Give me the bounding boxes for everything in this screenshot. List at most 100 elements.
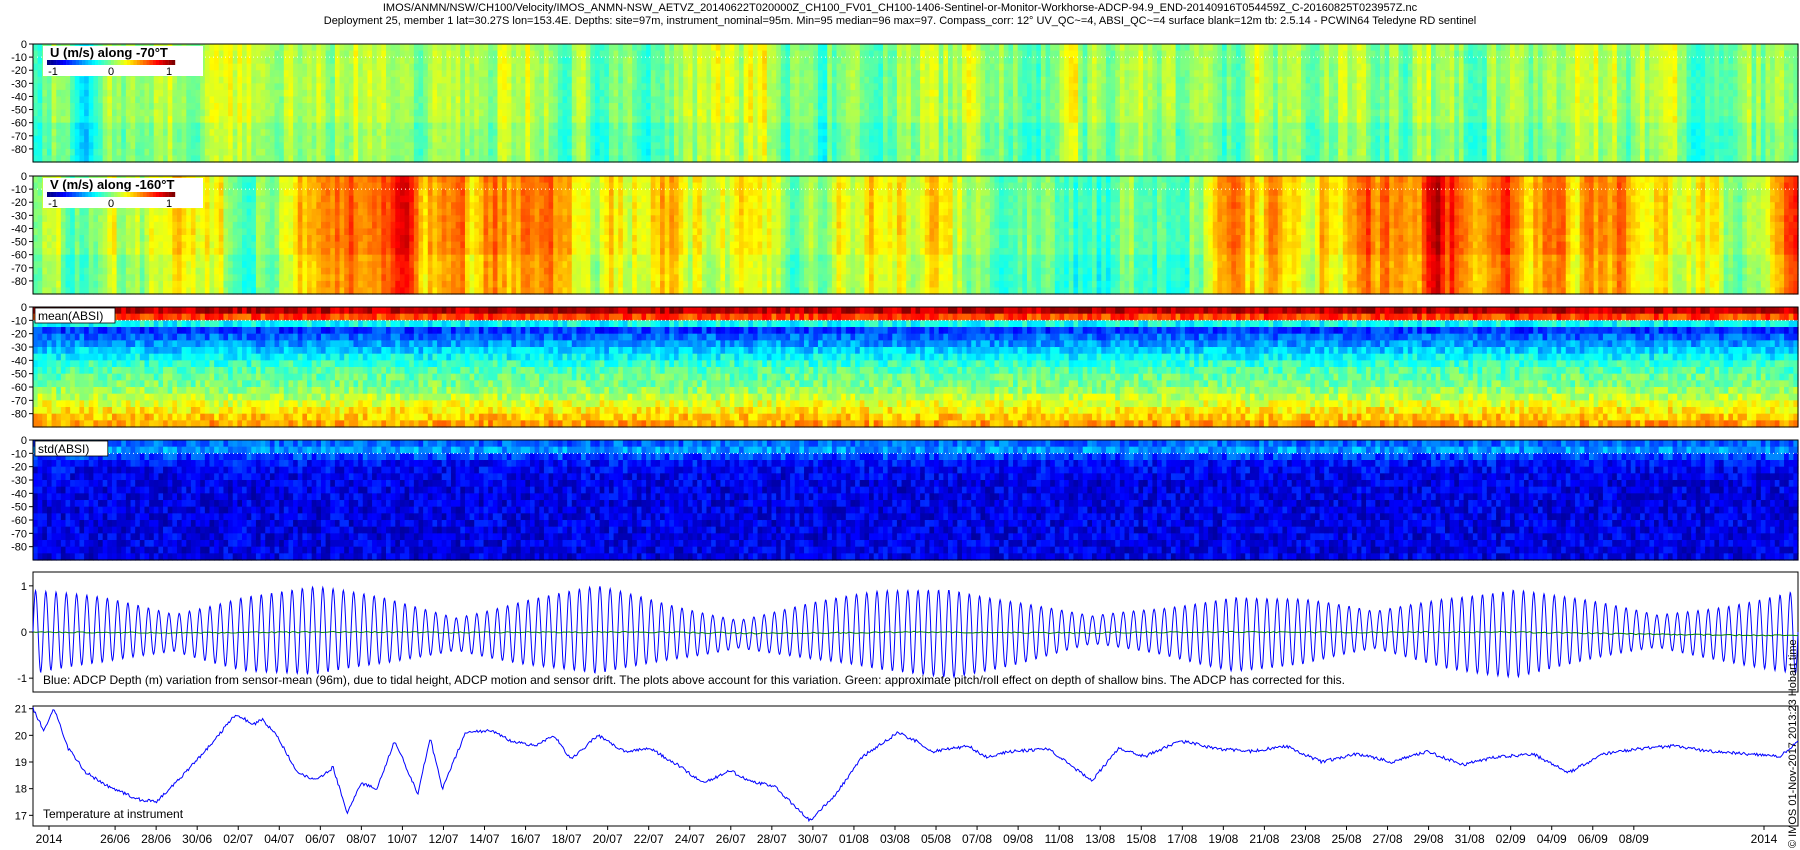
heat-cell — [1217, 110, 1222, 117]
heat-cell — [1306, 96, 1311, 103]
heat-cell — [837, 90, 842, 97]
heat-cell — [855, 116, 860, 123]
heat-cell — [117, 129, 122, 136]
heat-cell — [558, 142, 563, 149]
heat-cell — [1143, 90, 1148, 97]
heat-cell — [530, 129, 535, 136]
heat-cell — [1143, 70, 1148, 77]
heat-cell — [242, 96, 247, 103]
heat-cell — [655, 142, 660, 149]
heat-cell — [809, 116, 814, 123]
heat-cell — [98, 103, 103, 110]
heat-cell — [576, 116, 581, 123]
heat-cell — [1064, 57, 1069, 64]
heat-cell — [1041, 57, 1046, 64]
heat-cell — [897, 57, 902, 64]
heat-cell — [1269, 136, 1274, 143]
heat-cell — [298, 83, 303, 90]
heat-cell — [558, 64, 563, 71]
heat-cell — [1059, 142, 1064, 149]
heat-cell — [776, 110, 781, 117]
heat-cell — [1194, 57, 1199, 64]
heat-cell — [985, 77, 990, 84]
heat-cell — [776, 90, 781, 97]
heat-cell — [925, 103, 930, 110]
heat-cell — [920, 57, 925, 64]
heat-cell — [790, 77, 795, 84]
heat-cell — [200, 142, 205, 149]
heat-cell — [702, 103, 707, 110]
heat-cell — [604, 149, 609, 156]
heat-cell — [288, 96, 293, 103]
heat-cell — [196, 123, 201, 130]
heat-cell — [470, 116, 475, 123]
heat-cell — [1134, 64, 1139, 71]
heat-cell — [902, 57, 907, 64]
heat-cell — [1152, 83, 1157, 90]
heat-cell — [358, 136, 363, 143]
heat-cell — [52, 116, 57, 123]
heat-cell — [451, 149, 456, 156]
heat-cell — [242, 90, 247, 97]
heat-cell — [344, 116, 349, 123]
heat-cell — [702, 96, 707, 103]
heat-cell — [1097, 70, 1102, 77]
heat-cell — [962, 123, 967, 130]
heat-cell — [103, 142, 108, 149]
heat-cell — [117, 90, 122, 97]
heat-cell — [1073, 83, 1078, 90]
heat-cell — [1143, 103, 1148, 110]
heat-cell — [994, 83, 999, 90]
heat-cell — [1064, 129, 1069, 136]
heat-cell — [990, 64, 995, 71]
heat-cell — [521, 110, 526, 117]
heat-cell — [367, 136, 372, 143]
heat-cell — [335, 83, 340, 90]
heat-cell — [618, 136, 623, 143]
heat-cell — [1087, 103, 1092, 110]
heat-cell — [493, 142, 498, 149]
heat-cell — [1162, 129, 1167, 136]
heat-cell — [827, 83, 832, 90]
heat-cell — [103, 90, 108, 97]
heat-cell — [432, 64, 437, 71]
heat-cell — [767, 70, 772, 77]
heat-cell — [1292, 129, 1297, 136]
heat-cell — [679, 149, 684, 156]
heat-cell — [414, 70, 419, 77]
heat-cell — [1078, 116, 1083, 123]
heat-cell — [576, 90, 581, 97]
heat-cell — [790, 90, 795, 97]
heat-cell — [934, 51, 939, 58]
heat-cell — [200, 83, 205, 90]
heat-cell — [470, 64, 475, 71]
heat-cell — [1180, 103, 1185, 110]
heat-cell — [516, 51, 521, 58]
heat-cell — [567, 123, 572, 130]
heat-cell — [89, 116, 94, 123]
heat-cell — [1022, 110, 1027, 117]
heat-cell — [948, 110, 953, 117]
heat-cell — [38, 142, 43, 149]
heat-cell — [386, 77, 391, 84]
heat-cell — [581, 64, 586, 71]
heat-cell — [470, 110, 475, 117]
heat-cell — [799, 64, 804, 71]
heat-cell — [971, 44, 976, 51]
heat-cell — [470, 149, 475, 156]
heat-cell — [888, 103, 893, 110]
heat-cell — [1078, 129, 1083, 136]
heat-cell — [1190, 103, 1195, 110]
heat-cell — [614, 51, 619, 58]
heat-cell — [335, 116, 340, 123]
heat-cell — [674, 96, 679, 103]
heat-cell — [530, 149, 535, 156]
heat-cell — [474, 44, 479, 51]
heat-cell — [1083, 83, 1088, 90]
heat-cell — [321, 136, 326, 143]
heat-cell — [614, 96, 619, 103]
heat-cell — [809, 70, 814, 77]
heat-cell — [748, 103, 753, 110]
heat-cell — [530, 83, 535, 90]
heat-cell — [1301, 90, 1306, 97]
